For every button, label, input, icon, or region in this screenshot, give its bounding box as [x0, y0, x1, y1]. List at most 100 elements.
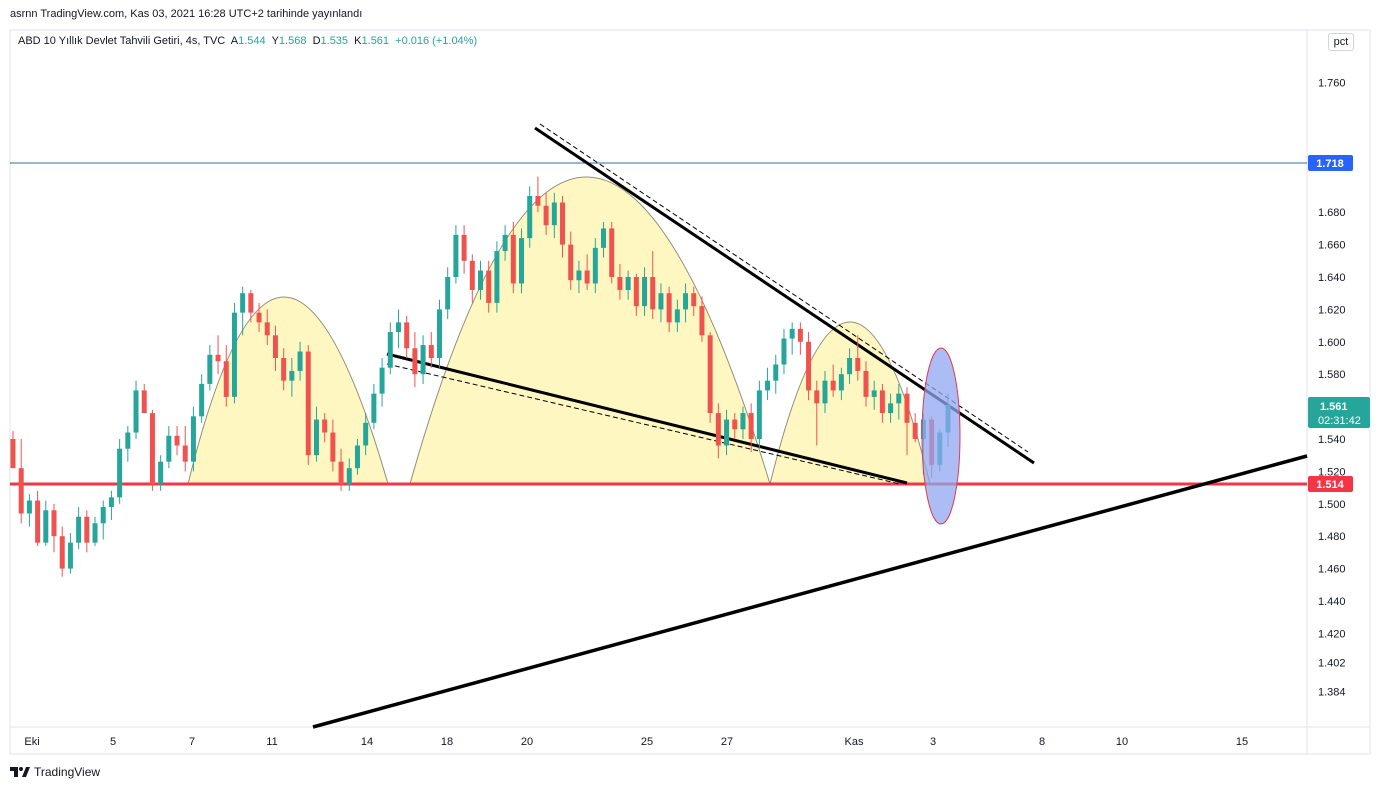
- candle-body[interactable]: [814, 390, 820, 404]
- candle-body[interactable]: [699, 306, 705, 336]
- candle-body[interactable]: [190, 416, 196, 462]
- candle-body[interactable]: [789, 328, 795, 339]
- candle-body[interactable]: [830, 380, 836, 391]
- candle-body[interactable]: [724, 419, 730, 446]
- candle-body[interactable]: [551, 202, 557, 226]
- candle-body[interactable]: [436, 309, 442, 358]
- candle-body[interactable]: [510, 234, 516, 284]
- candle-body[interactable]: [92, 523, 98, 543]
- candle-body[interactable]: [871, 390, 877, 397]
- candle-body[interactable]: [18, 468, 24, 514]
- candle-body[interactable]: [149, 413, 155, 485]
- candle-body[interactable]: [683, 293, 689, 310]
- candle-body[interactable]: [84, 516, 90, 543]
- candle-body[interactable]: [240, 293, 246, 313]
- candle-body[interactable]: [117, 448, 123, 498]
- candle-body[interactable]: [59, 536, 65, 569]
- candle-body[interactable]: [35, 500, 41, 543]
- candle-body[interactable]: [486, 270, 492, 303]
- candle-body[interactable]: [584, 270, 590, 284]
- candle-body[interactable]: [461, 234, 467, 261]
- candle-body[interactable]: [174, 435, 180, 446]
- candle-body[interactable]: [568, 244, 574, 281]
- candle-body[interactable]: [674, 309, 680, 323]
- candle-body[interactable]: [281, 358, 287, 381]
- candle-body[interactable]: [108, 497, 114, 508]
- candle-body[interactable]: [231, 312, 237, 397]
- candle-body[interactable]: [617, 277, 623, 290]
- candle-body[interactable]: [609, 228, 615, 277]
- candle-body[interactable]: [166, 435, 172, 462]
- candle-body[interactable]: [420, 345, 426, 375]
- candle-body[interactable]: [519, 238, 525, 284]
- candle-body[interactable]: [387, 332, 393, 368]
- candle-body[interactable]: [215, 354, 221, 362]
- candle-body[interactable]: [707, 335, 713, 414]
- arc-left-shoulder[interactable]: [187, 296, 389, 485]
- candle-body[interactable]: [379, 367, 385, 394]
- candle-body[interactable]: [371, 393, 377, 423]
- candle-body[interactable]: [469, 260, 475, 290]
- candle-body[interactable]: [158, 461, 164, 485]
- candle-body[interactable]: [395, 322, 401, 333]
- candle-body[interactable]: [445, 277, 451, 310]
- candle-body[interactable]: [535, 196, 541, 206]
- candle-body[interactable]: [822, 380, 828, 404]
- candle-body[interactable]: [527, 196, 533, 239]
- candle-body[interactable]: [576, 270, 582, 281]
- candle-body[interactable]: [10, 439, 16, 469]
- candle-body[interactable]: [560, 202, 566, 245]
- candle-body[interactable]: [543, 205, 549, 226]
- neckline-trendline[interactable]: [386, 352, 908, 485]
- candle-body[interactable]: [125, 432, 131, 449]
- candle-body[interactable]: [797, 328, 803, 342]
- candle-body[interactable]: [642, 277, 648, 307]
- candle-body[interactable]: [806, 341, 812, 391]
- candle-body[interactable]: [412, 348, 418, 375]
- candle-body[interactable]: [601, 228, 607, 248]
- candle-body[interactable]: [863, 370, 869, 397]
- candle-body[interactable]: [404, 322, 410, 349]
- arc-head[interactable]: [409, 176, 771, 485]
- candle-body[interactable]: [428, 345, 434, 358]
- candle-body[interactable]: [322, 419, 328, 433]
- candle-body[interactable]: [26, 500, 32, 514]
- candle-body[interactable]: [847, 358, 853, 375]
- candle-body[interactable]: [363, 422, 369, 446]
- candle-body[interactable]: [330, 432, 336, 462]
- percent-scale-button[interactable]: pct: [1328, 33, 1354, 51]
- candle-body[interactable]: [502, 234, 508, 252]
- candle-body[interactable]: [51, 510, 57, 537]
- candle-body[interactable]: [305, 351, 311, 456]
- candle-body[interactable]: [272, 335, 278, 358]
- candle-body[interactable]: [453, 234, 459, 277]
- candle-body[interactable]: [756, 390, 762, 439]
- candle-body[interactable]: [133, 390, 139, 433]
- candle-body[interactable]: [76, 516, 82, 543]
- candle-body[interactable]: [264, 322, 270, 336]
- candle-body[interactable]: [354, 445, 360, 469]
- candle-body[interactable]: [199, 383, 205, 417]
- candle-body[interactable]: [838, 374, 844, 391]
- candle-body[interactable]: [765, 380, 771, 391]
- candle-body[interactable]: [478, 270, 483, 290]
- candle-body[interactable]: [781, 338, 787, 365]
- candle-body[interactable]: [855, 358, 861, 371]
- candle-body[interactable]: [691, 293, 697, 307]
- candle-body[interactable]: [43, 510, 49, 543]
- candle-body[interactable]: [223, 361, 229, 397]
- candle-body[interactable]: [658, 293, 664, 310]
- candle-body[interactable]: [666, 293, 672, 323]
- candle-body[interactable]: [715, 413, 721, 446]
- ascending-trendline[interactable]: [312, 454, 1308, 729]
- highlight-ellipse[interactable]: [921, 347, 961, 525]
- candle-body[interactable]: [732, 419, 738, 430]
- candle-body[interactable]: [289, 370, 295, 381]
- candle-body[interactable]: [248, 293, 254, 313]
- pattern-arcs[interactable]: [187, 176, 931, 485]
- candle-body[interactable]: [100, 507, 106, 524]
- candle-body[interactable]: [650, 277, 656, 310]
- candle-body[interactable]: [592, 247, 598, 284]
- candle-body[interactable]: [313, 419, 319, 456]
